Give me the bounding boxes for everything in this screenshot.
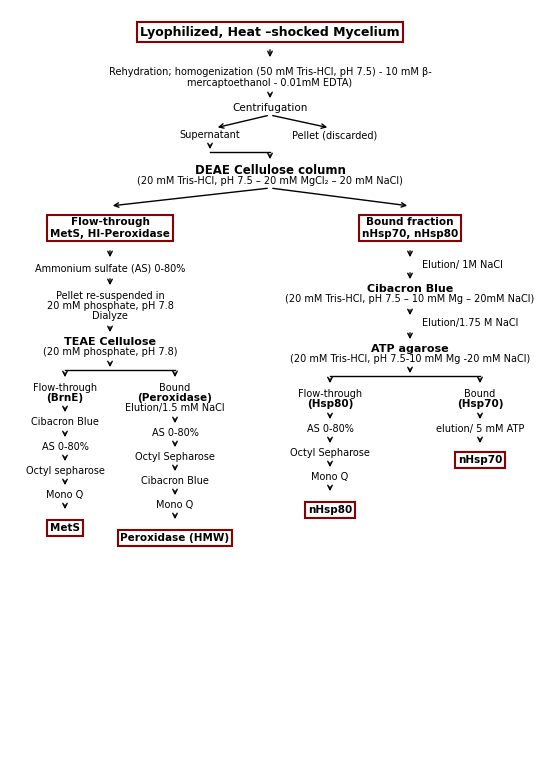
Text: nHsp70: nHsp70: [458, 455, 502, 465]
Text: Octyl Sepharose: Octyl Sepharose: [290, 448, 370, 458]
Text: Centrifugation: Centrifugation: [232, 103, 308, 113]
Text: Peroxidase (HMW): Peroxidase (HMW): [120, 533, 230, 543]
Text: AS 0-80%: AS 0-80%: [42, 442, 89, 452]
Text: (BrnE): (BrnE): [46, 393, 84, 403]
Text: (20 mM Tris-HCl, pH 7.5-10 mM Mg -20 mM NaCl): (20 mM Tris-HCl, pH 7.5-10 mM Mg -20 mM …: [290, 354, 530, 364]
Text: DEAE Cellulose column: DEAE Cellulose column: [194, 163, 346, 177]
Text: Flow-through: Flow-through: [33, 383, 97, 393]
Text: Octyl Sepharose: Octyl Sepharose: [135, 452, 215, 462]
Text: 20 mM phosphate, pH 7.8: 20 mM phosphate, pH 7.8: [46, 301, 173, 311]
Text: Rehydration; homogenization (50 mM Tris-HCl, pH 7.5) - 10 mM β-: Rehydration; homogenization (50 mM Tris-…: [109, 67, 431, 77]
Text: Bound fraction
nHsp70, nHsp80: Bound fraction nHsp70, nHsp80: [362, 217, 458, 239]
Text: Cibacron Blue: Cibacron Blue: [367, 284, 453, 294]
Text: elution/ 5 mM ATP: elution/ 5 mM ATP: [436, 424, 524, 434]
Text: Elution/1.75 M NaCl: Elution/1.75 M NaCl: [422, 318, 518, 328]
Text: Bound: Bound: [464, 389, 496, 399]
Text: (20 mM Tris-HCl, pH 7.5 – 20 mM MgCl₂ – 20 mM NaCl): (20 mM Tris-HCl, pH 7.5 – 20 mM MgCl₂ – …: [137, 176, 403, 186]
Text: Elution/ 1M NaCl: Elution/ 1M NaCl: [422, 260, 503, 270]
Text: Supernatant: Supernatant: [180, 130, 240, 140]
Text: Flow-through
MetS, HI-Peroxidase: Flow-through MetS, HI-Peroxidase: [50, 217, 170, 239]
Text: (Hsp70): (Hsp70): [457, 399, 503, 409]
Text: Mono Q: Mono Q: [46, 490, 84, 500]
Text: AS 0-80%: AS 0-80%: [307, 424, 354, 434]
Text: MetS: MetS: [50, 523, 80, 533]
Text: Lyophilized, Heat –shocked Mycelium: Lyophilized, Heat –shocked Mycelium: [140, 26, 400, 38]
Text: Dialyze: Dialyze: [92, 311, 128, 321]
Text: Bound: Bound: [159, 383, 191, 393]
Text: nHsp80: nHsp80: [308, 505, 352, 515]
Text: (Peroxidase): (Peroxidase): [138, 393, 212, 403]
Text: Mono Q: Mono Q: [312, 472, 349, 482]
Text: ATP agarose: ATP agarose: [371, 344, 449, 354]
Text: (20 mM phosphate, pH 7.8): (20 mM phosphate, pH 7.8): [43, 347, 177, 357]
Text: Cibacron Blue: Cibacron Blue: [141, 476, 209, 486]
Text: (Hsp80): (Hsp80): [307, 399, 353, 409]
Text: mercaptoethanol - 0.01mM EDTA): mercaptoethanol - 0.01mM EDTA): [187, 78, 353, 88]
Text: TEAE Cellulose: TEAE Cellulose: [64, 337, 156, 347]
Text: Elution/1.5 mM NaCl: Elution/1.5 mM NaCl: [125, 403, 225, 413]
Text: Ammonium sulfate (AS) 0-80%: Ammonium sulfate (AS) 0-80%: [35, 263, 185, 273]
Text: (20 mM Tris-HCl, pH 7.5 – 10 mM Mg – 20mM NaCl): (20 mM Tris-HCl, pH 7.5 – 10 mM Mg – 20m…: [285, 294, 535, 304]
Text: Pellet re-suspended in: Pellet re-suspended in: [56, 291, 164, 301]
Text: AS 0-80%: AS 0-80%: [152, 428, 198, 438]
Text: Flow-through: Flow-through: [298, 389, 362, 399]
Text: Octyl sepharose: Octyl sepharose: [25, 466, 104, 476]
Text: Cibacron Blue: Cibacron Blue: [31, 417, 99, 427]
Text: Mono Q: Mono Q: [157, 500, 194, 510]
Text: Pellet (discarded): Pellet (discarded): [292, 130, 377, 140]
